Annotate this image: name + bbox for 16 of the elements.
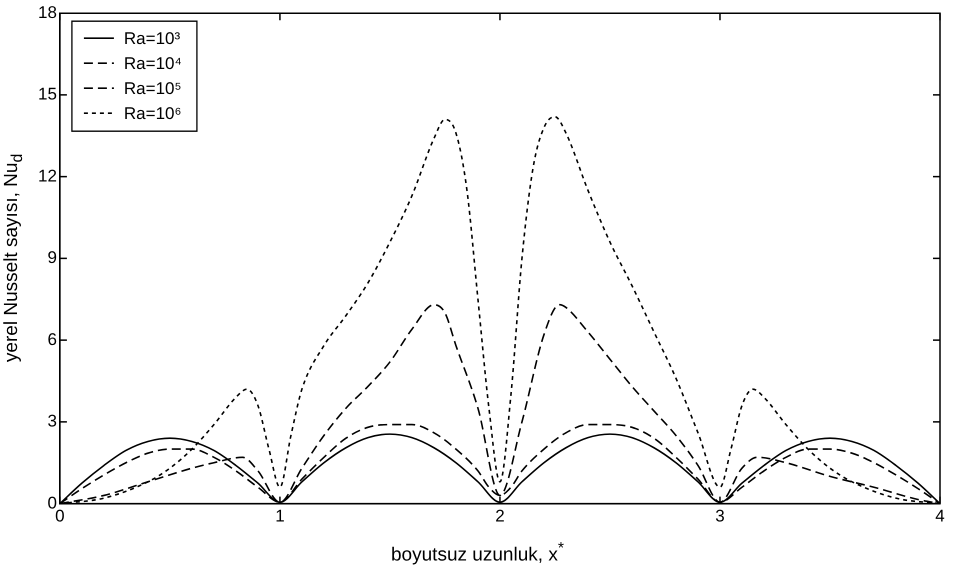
x-tick-label: 2 [495,506,505,526]
x-tick-label: 4 [935,506,945,526]
legend-label: Ra=10⁴ [124,54,182,73]
y-tick-label: 9 [47,248,57,268]
y-tick-label: 18 [38,2,57,22]
y-tick-label: 3 [47,412,57,431]
legend-label: Ra=10⁵ [124,78,182,98]
x-axis-title: boyutsuz uzunluk, x$^{*}$ [390,540,566,566]
x-tick-label: 1 [275,506,285,526]
legend-label: Ra=10⁶ [124,104,182,123]
y-tick-label: 15 [38,84,57,104]
y-tick-label: 12 [38,166,57,186]
legend-label: Ra=10³ [124,28,180,48]
x-tick-label: 3 [715,506,725,526]
y-tick-label: 0 [47,493,57,512]
y-tick-label: 6 [47,330,57,349]
